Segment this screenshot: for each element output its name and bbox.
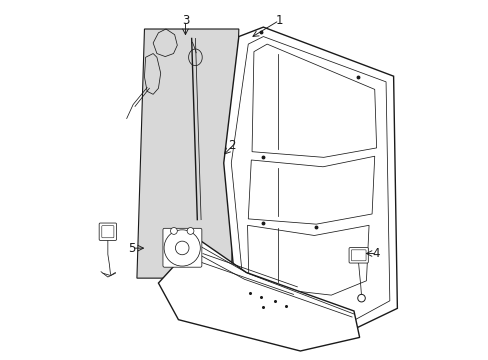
FancyBboxPatch shape: [163, 228, 202, 267]
Polygon shape: [137, 29, 238, 278]
Circle shape: [187, 228, 194, 234]
Text: 3: 3: [182, 14, 189, 27]
Text: 2: 2: [228, 139, 236, 152]
FancyBboxPatch shape: [99, 223, 116, 240]
Polygon shape: [224, 27, 397, 331]
Circle shape: [357, 294, 365, 302]
Polygon shape: [158, 239, 359, 351]
Text: 5: 5: [128, 242, 135, 255]
Circle shape: [175, 241, 189, 255]
FancyBboxPatch shape: [348, 248, 367, 263]
Circle shape: [164, 230, 200, 266]
Text: 1: 1: [275, 14, 283, 27]
Text: 4: 4: [372, 247, 380, 260]
Circle shape: [170, 228, 177, 234]
